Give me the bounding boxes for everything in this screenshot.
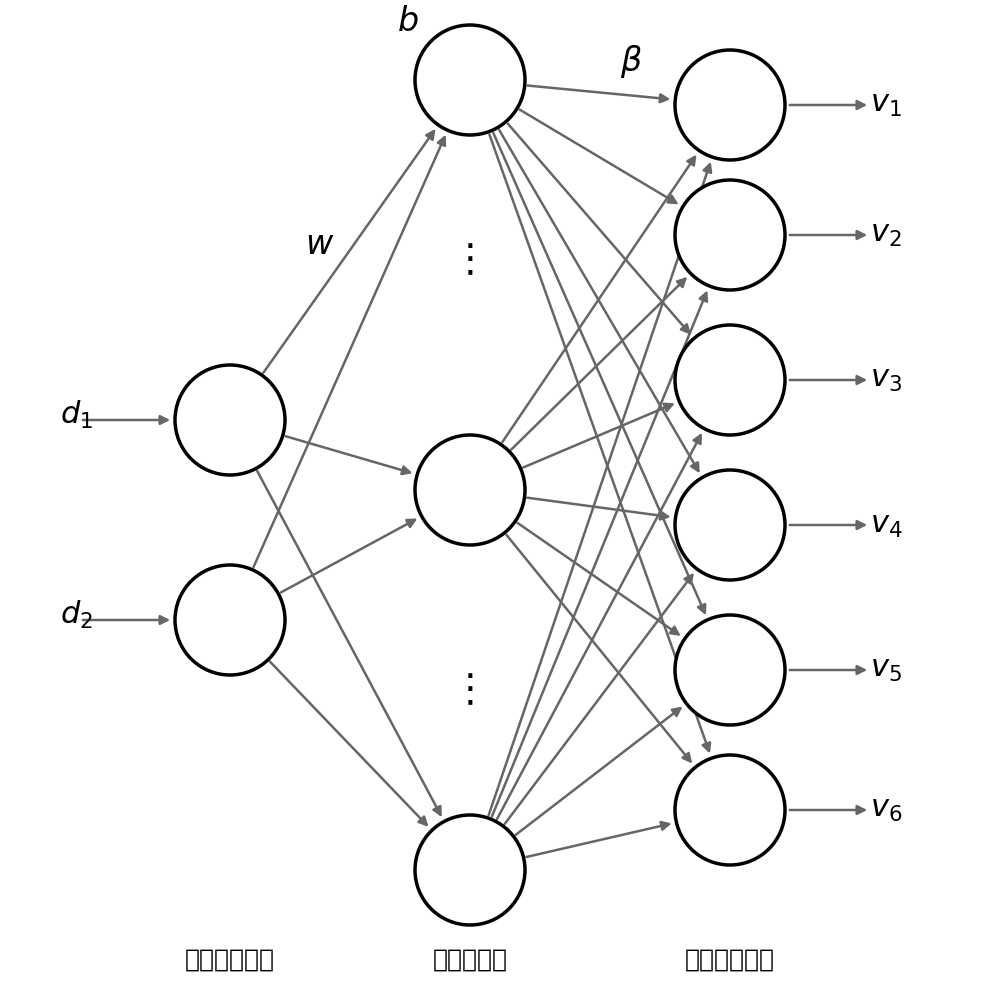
Text: $b$: $b$	[397, 5, 419, 38]
Text: 隐层神经元: 隐层神经元	[433, 948, 507, 972]
Text: $v_{3}$: $v_{3}$	[870, 365, 902, 394]
Text: $d_2$: $d_2$	[60, 599, 93, 631]
Text: $v_{6}$: $v_{6}$	[870, 796, 903, 824]
Text: $w$: $w$	[305, 229, 335, 261]
Text: $v_{1}$: $v_{1}$	[870, 91, 902, 119]
Text: $v_{4}$: $v_{4}$	[870, 510, 903, 540]
Text: $\beta$: $\beta$	[620, 43, 643, 81]
Text: $v_{2}$: $v_{2}$	[870, 221, 902, 249]
Text: 输出层神经元: 输出层神经元	[685, 948, 775, 972]
Text: ⋮: ⋮	[450, 671, 490, 709]
Circle shape	[175, 565, 285, 675]
Circle shape	[415, 25, 525, 135]
Circle shape	[175, 365, 285, 475]
Text: ⋮: ⋮	[450, 241, 490, 279]
Circle shape	[415, 435, 525, 545]
Circle shape	[675, 755, 785, 865]
Circle shape	[675, 325, 785, 435]
Circle shape	[675, 180, 785, 290]
Text: $v_{5}$: $v_{5}$	[870, 656, 902, 684]
Text: 输入层神经元: 输入层神经元	[185, 948, 275, 972]
Circle shape	[675, 50, 785, 160]
Text: $d_1$: $d_1$	[60, 399, 93, 431]
Circle shape	[415, 815, 525, 925]
Circle shape	[675, 470, 785, 580]
Circle shape	[675, 615, 785, 725]
